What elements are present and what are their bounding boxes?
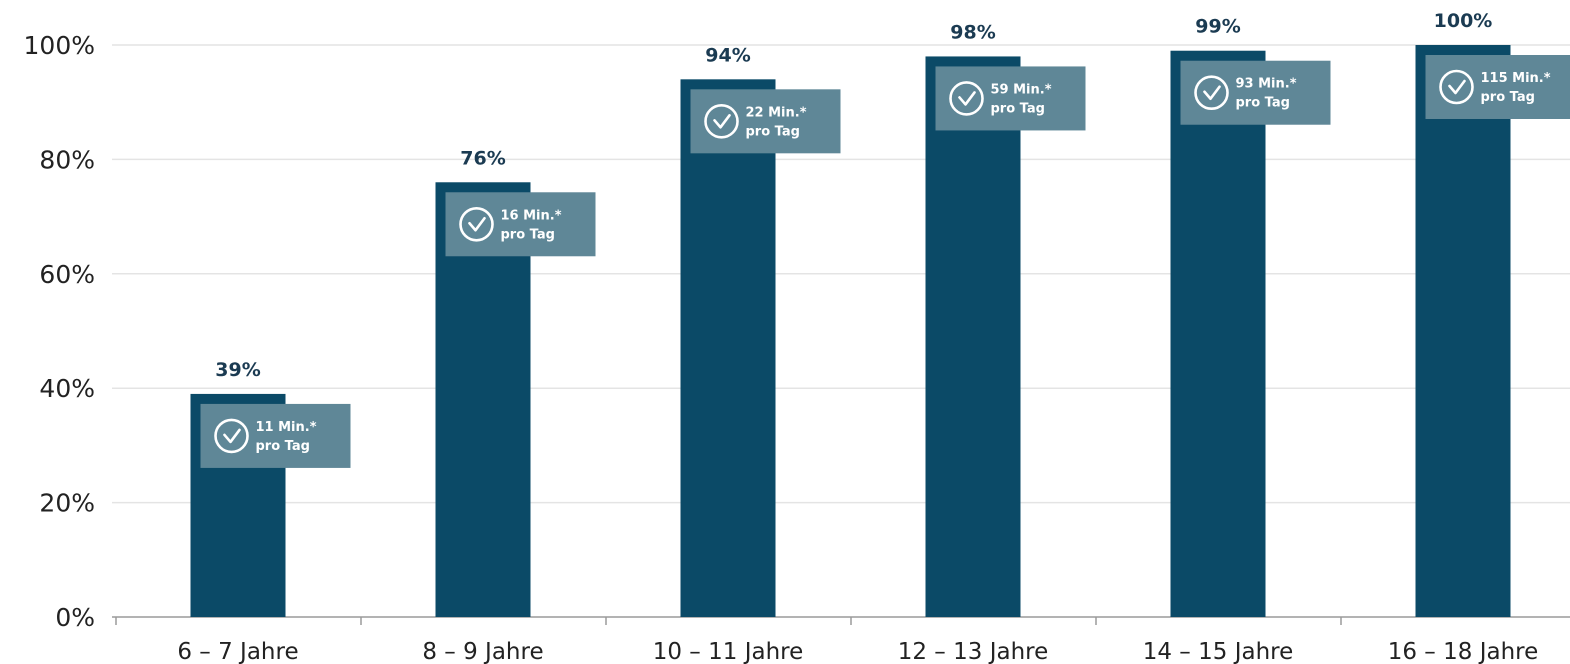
time-badge-box bbox=[935, 66, 1086, 131]
bar-value-label: 39% bbox=[215, 359, 260, 381]
time-badge: 93 Min.* pro Tag bbox=[1180, 60, 1331, 125]
bar bbox=[1415, 45, 1511, 617]
category-label: 10 – 11 Jahre bbox=[653, 639, 804, 664]
time-badge-box bbox=[1425, 55, 1570, 119]
clock-icon bbox=[459, 206, 494, 242]
clock-icon bbox=[1439, 69, 1474, 105]
y-tick-label: 100% bbox=[24, 31, 95, 60]
time-badges: 11 Min.* pro Tag 16 Min.* pro Tag 22 Min.* pr… bbox=[200, 55, 1570, 468]
time-minutes-label: 16 Min.* bbox=[501, 208, 562, 223]
y-axis-tick-labels: 0% 20% 40% 60% 80% 100% bbox=[24, 31, 95, 632]
clock-icon bbox=[949, 81, 984, 116]
bar-value-label: 94% bbox=[705, 44, 750, 66]
category-label: 6 – 7 Jahre bbox=[177, 639, 298, 664]
y-tick-label: 60% bbox=[39, 260, 95, 289]
time-badge: 59 Min.* pro Tag bbox=[935, 66, 1086, 131]
bar bbox=[925, 56, 1021, 617]
time-minutes-label: 11 Min.* bbox=[256, 420, 317, 435]
time-minutes-label: 115 Min.* bbox=[1481, 71, 1551, 86]
time-unit-label: pro Tag bbox=[991, 101, 1045, 116]
clock-icon bbox=[214, 418, 249, 454]
time-unit-label: pro Tag bbox=[1236, 96, 1290, 111]
y-tick-label: 40% bbox=[39, 374, 95, 403]
bar bbox=[1170, 50, 1266, 618]
category-label: 12 – 13 Jahre bbox=[898, 639, 1049, 664]
clock-icon bbox=[704, 104, 739, 139]
time-minutes-label: 93 Min.* bbox=[1236, 77, 1297, 92]
data-labels: 39% 76% 94% 98% 99% 100% bbox=[215, 10, 1492, 381]
gridlines bbox=[112, 44, 1570, 504]
time-badge: 16 Min.* pro Tag bbox=[445, 192, 596, 257]
time-badge: 11 Min.* pro Tag bbox=[200, 403, 351, 468]
bar bbox=[680, 79, 776, 617]
clock-icon bbox=[1194, 75, 1229, 111]
time-badge-box bbox=[1180, 60, 1331, 125]
time-badge: 22 Min.* pro Tag bbox=[690, 89, 841, 154]
time-badge: 115 Min.* pro Tag bbox=[1425, 55, 1570, 119]
category-labels: 6 – 7 Jahre 8 – 9 Jahre 10 – 11 Jahre 12 – … bbox=[177, 639, 1538, 664]
time-badge-box bbox=[445, 192, 596, 257]
category-label: 16 – 18 Jahre bbox=[1388, 639, 1539, 664]
y-tick-label: 0% bbox=[55, 603, 95, 632]
time-minutes-label: 22 Min.* bbox=[746, 105, 807, 120]
y-tick-label: 20% bbox=[39, 489, 95, 518]
time-unit-label: pro Tag bbox=[1481, 90, 1535, 105]
bar-value-label: 98% bbox=[950, 21, 995, 43]
bar-value-label: 76% bbox=[460, 147, 505, 169]
bar-value-label: 100% bbox=[1434, 10, 1493, 32]
bar-value-label: 99% bbox=[1195, 16, 1240, 38]
time-minutes-label: 59 Min.* bbox=[991, 82, 1052, 97]
time-unit-label: pro Tag bbox=[501, 227, 555, 242]
time-badge-box bbox=[690, 89, 841, 154]
time-unit-label: pro Tag bbox=[746, 124, 800, 139]
category-label: 14 – 15 Jahre bbox=[1143, 639, 1294, 664]
time-unit-label: pro Tag bbox=[256, 439, 310, 454]
category-label: 8 – 9 Jahre bbox=[422, 639, 543, 664]
time-badge-box bbox=[200, 403, 351, 468]
y-tick-label: 80% bbox=[39, 145, 95, 174]
x-axis bbox=[112, 616, 1570, 625]
bars bbox=[190, 45, 1511, 618]
